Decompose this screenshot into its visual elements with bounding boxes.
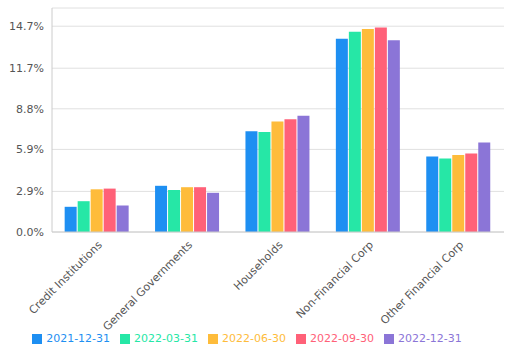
html-text:2021-12-31: 2021-12-31 [46, 332, 111, 345]
html-text:2022-12-31: 2022-12-31 [397, 332, 462, 345]
svg-text:Households: Households [231, 238, 286, 293]
svg-text:2.9%: 2.9% [16, 185, 44, 198]
svg-text:11.7%: 11.7% [9, 62, 44, 75]
html-text:2022-03-31: 2022-03-31 [134, 332, 198, 345]
svg-text:8.8%: 8.8% [16, 103, 44, 116]
html-text:2022-06-30: 2022-06-30 [222, 332, 286, 345]
svg-text:0.0%: 0.0% [16, 226, 44, 239]
svg-text:5.9%: 5.9% [16, 143, 44, 156]
svg-text:Non-Financial Corp: Non-Financial Corp [294, 238, 376, 320]
html-text:2022-09-30: 2022-09-30 [310, 332, 374, 345]
svg-text:Credit Institutions: Credit Institutions [26, 238, 105, 317]
svg-text:General Governments: General Governments [100, 238, 195, 333]
svg-text:Other Financial Corp: Other Financial Corp [378, 238, 467, 327]
svg-text:14.7%: 14.7% [9, 20, 44, 33]
